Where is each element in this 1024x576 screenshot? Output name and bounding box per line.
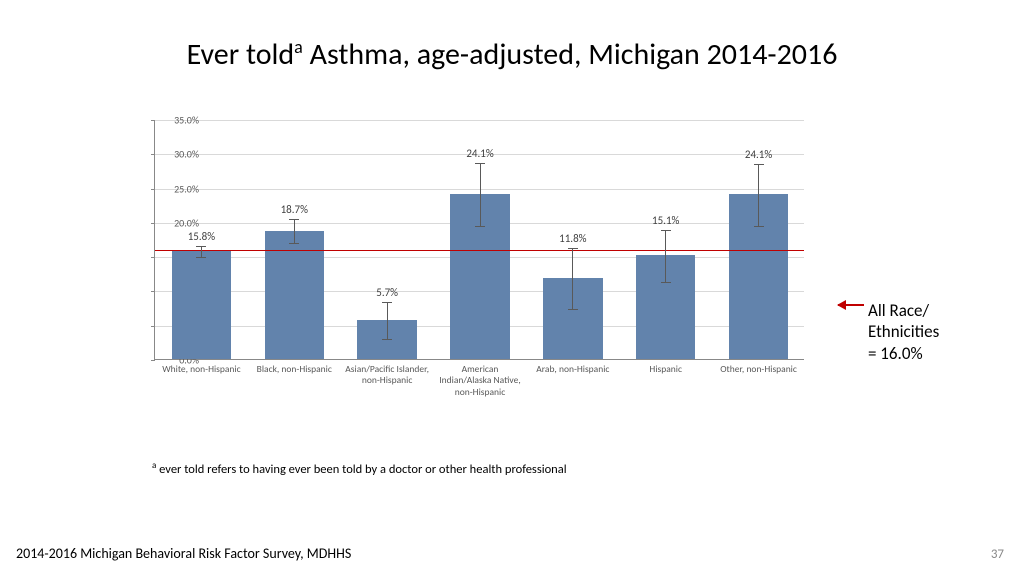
error-cap-high	[289, 219, 299, 220]
category-label: American Indian/Alaska Native, non-Hispa…	[437, 364, 523, 398]
title-post: Asthma, age-adjusted, Michigan 2014-2016	[303, 36, 838, 73]
reference-arrow	[838, 304, 864, 306]
error-bar	[665, 230, 666, 281]
y-tick-label: 30.0%	[149, 148, 199, 161]
y-tick-label: 25.0%	[149, 182, 199, 195]
annot-line1: All Race/	[868, 300, 929, 321]
bar	[172, 251, 231, 359]
grid-line	[155, 120, 804, 121]
source-citation: 2014-2016 Michigan Behavioral Risk Facto…	[16, 545, 351, 562]
error-bar	[480, 163, 481, 227]
title-pre: Ever told	[187, 36, 295, 73]
error-cap-low	[289, 243, 299, 244]
error-bar	[201, 246, 202, 257]
category-label: White, non-Hispanic	[158, 364, 244, 375]
error-bar	[387, 302, 388, 340]
error-bar	[758, 164, 759, 226]
error-cap-low	[475, 226, 485, 227]
error-cap-low	[661, 282, 671, 283]
category-label: Other, non-Hispanic	[716, 364, 802, 375]
value-label: 15.8%	[188, 230, 215, 243]
annot-line3: = 16.0%	[868, 343, 923, 364]
reference-annotation: All Race/ Ethnicities = 16.0%	[868, 300, 939, 364]
slide-number: 37	[991, 547, 1004, 562]
footnote-text: ever told refers to having ever been tol…	[156, 462, 566, 477]
footnote: a ever told refers to having ever been t…	[152, 460, 567, 477]
error-cap-high	[661, 230, 671, 231]
value-label: 5.7%	[376, 286, 398, 299]
error-cap-low	[382, 339, 392, 340]
page-title: Ever tolda Asthma, age-adjusted, Michiga…	[0, 0, 1024, 73]
value-label: 11.8%	[559, 232, 586, 245]
asthma-bar-chart: 0.0%5.0%10.0%15.0%20.0%25.0%30.0%35.0%15…	[104, 120, 804, 420]
category-label: Hispanic	[623, 364, 709, 375]
value-label: 15.1%	[652, 214, 679, 227]
value-label: 24.1%	[745, 148, 772, 161]
y-tick-label: 20.0%	[149, 216, 199, 229]
error-bar	[572, 248, 573, 310]
title-superscript: a	[294, 36, 303, 58]
plot-area: 0.0%5.0%10.0%15.0%20.0%25.0%30.0%35.0%15…	[154, 120, 804, 360]
category-label: Black, non-Hispanic	[251, 364, 337, 375]
error-cap-high	[754, 164, 764, 165]
error-cap-high	[382, 302, 392, 303]
error-cap-low	[196, 257, 206, 258]
error-cap-high	[475, 163, 485, 164]
value-label: 18.7%	[281, 203, 308, 216]
error-cap-low	[568, 309, 578, 310]
reference-line	[155, 250, 804, 251]
annot-line2: Ethnicities	[868, 321, 939, 342]
category-label: Asian/Pacific Islander, non-Hispanic	[344, 364, 430, 387]
error-cap-high	[568, 248, 578, 249]
y-tick-label: 35.0%	[149, 114, 199, 127]
error-cap-low	[754, 226, 764, 227]
error-bar	[294, 219, 295, 244]
value-label: 24.1%	[466, 147, 493, 160]
category-label: Arab, non-Hispanic	[530, 364, 616, 375]
error-cap-high	[196, 246, 206, 247]
